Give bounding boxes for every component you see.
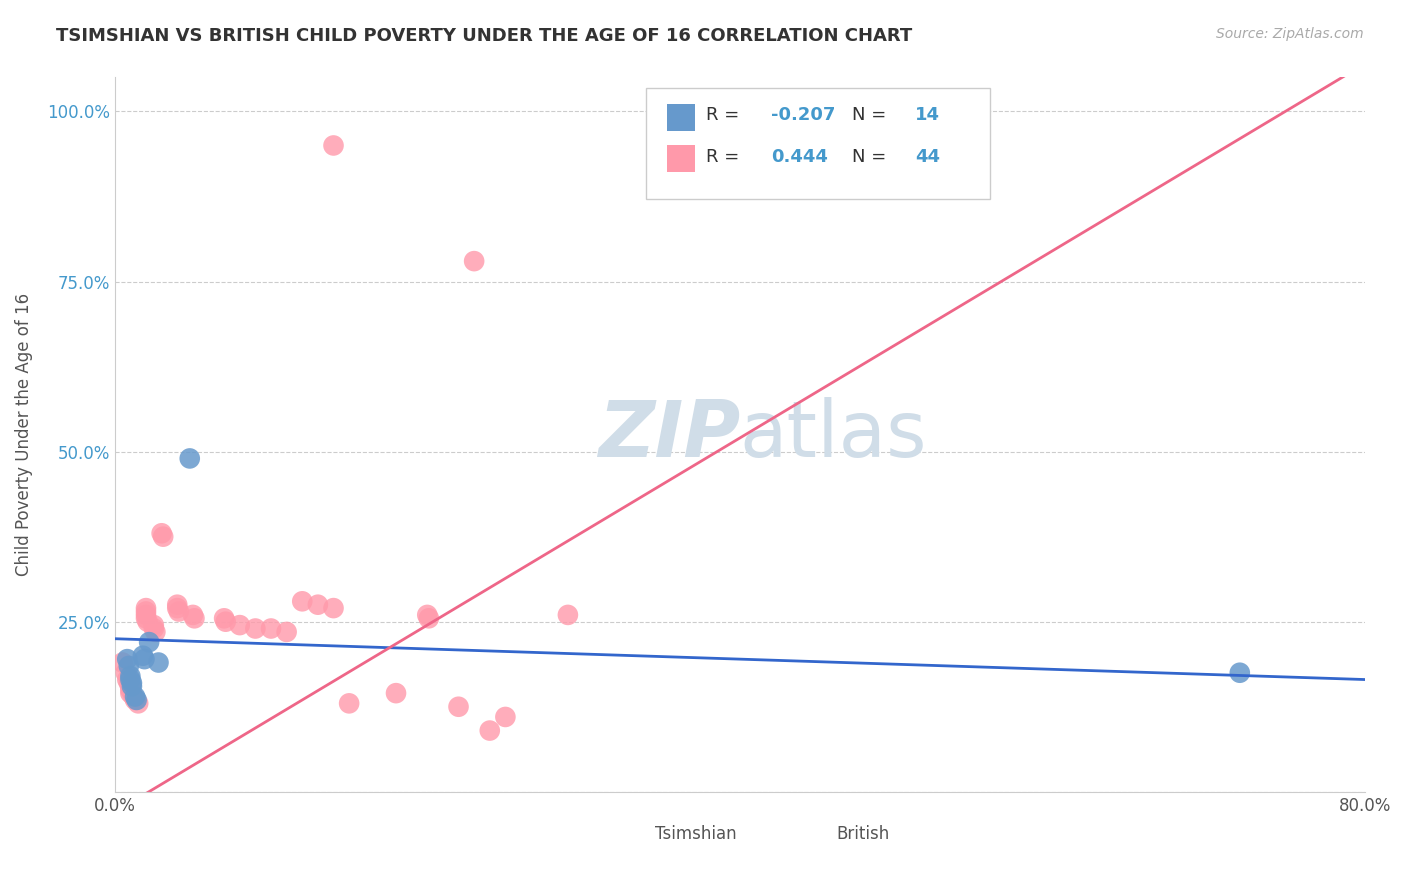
Bar	[614, 822, 643, 846]
Point	[145, 624, 167, 639]
Point	[127, 697, 149, 711]
Point	[337, 697, 360, 711]
Point	[135, 611, 157, 625]
Point	[120, 673, 142, 687]
Point	[166, 598, 188, 612]
Point	[152, 530, 174, 544]
Point	[385, 686, 408, 700]
Text: TSIMSHIAN VS BRITISH CHILD POVERTY UNDER THE AGE OF 16 CORRELATION CHART: TSIMSHIAN VS BRITISH CHILD POVERTY UNDER…	[56, 27, 912, 45]
Text: Source: ZipAtlas.com: Source: ZipAtlas.com	[1216, 27, 1364, 41]
Point	[136, 615, 159, 629]
Text: 14: 14	[915, 106, 939, 124]
Point	[179, 451, 201, 466]
Point	[118, 659, 141, 673]
Text: R =: R =	[706, 106, 745, 124]
Point	[229, 618, 252, 632]
Bar	[668, 145, 695, 172]
Text: -0.207: -0.207	[770, 106, 835, 124]
Text: atlas: atlas	[740, 397, 928, 473]
Point	[114, 665, 136, 680]
Point	[494, 710, 516, 724]
Text: N =: N =	[852, 106, 893, 124]
Point	[135, 605, 157, 619]
Point	[183, 611, 205, 625]
Point	[148, 656, 170, 670]
Point	[120, 686, 142, 700]
Point	[166, 601, 188, 615]
Text: British: British	[837, 825, 889, 843]
Point	[124, 690, 146, 704]
Bar	[796, 822, 824, 846]
Point	[245, 622, 267, 636]
FancyBboxPatch shape	[645, 88, 990, 199]
Point	[121, 676, 143, 690]
Point	[135, 607, 157, 622]
Point	[215, 615, 238, 629]
Bar	[668, 103, 695, 131]
Point	[557, 607, 579, 622]
Point	[447, 699, 470, 714]
Point	[181, 607, 204, 622]
Point	[120, 669, 142, 683]
Point	[124, 693, 146, 707]
Point	[418, 611, 440, 625]
Text: R =: R =	[706, 148, 745, 166]
Point	[134, 652, 156, 666]
Point	[117, 673, 139, 687]
Point	[322, 601, 344, 615]
Point	[1229, 665, 1251, 680]
Point	[121, 679, 143, 693]
Point	[122, 690, 145, 704]
Point	[322, 138, 344, 153]
Text: 44: 44	[915, 148, 939, 166]
Point	[142, 618, 165, 632]
Point	[111, 656, 134, 670]
Text: Tsimshian: Tsimshian	[655, 825, 737, 843]
Point	[132, 648, 155, 663]
Point	[142, 622, 165, 636]
Point	[212, 611, 235, 625]
Text: ZIP: ZIP	[598, 397, 740, 473]
Point	[478, 723, 501, 738]
Point	[307, 598, 329, 612]
Point	[416, 607, 439, 622]
Point	[138, 635, 160, 649]
Point	[291, 594, 314, 608]
Point	[125, 693, 148, 707]
Text: 0.444: 0.444	[770, 148, 828, 166]
Point	[120, 682, 142, 697]
Point	[167, 605, 190, 619]
Text: N =: N =	[852, 148, 893, 166]
Point	[120, 679, 142, 693]
Point	[118, 676, 141, 690]
Point	[463, 254, 485, 268]
Y-axis label: Child Poverty Under the Age of 16: Child Poverty Under the Age of 16	[15, 293, 32, 576]
Point	[150, 526, 173, 541]
Point	[135, 601, 157, 615]
Point	[260, 622, 283, 636]
Point	[276, 624, 298, 639]
Point	[117, 652, 139, 666]
